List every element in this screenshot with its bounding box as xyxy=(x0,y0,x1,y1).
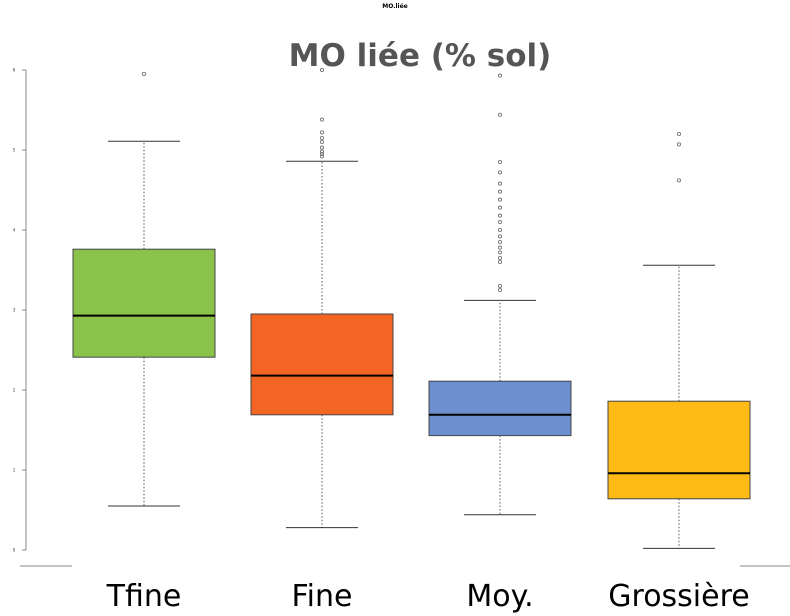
outlier-point xyxy=(497,283,503,289)
y-axis: 0 1 2 3 4 5 6 xyxy=(13,68,27,553)
outlier-point xyxy=(319,135,325,141)
chart-small-title: MO.liée xyxy=(382,3,407,10)
y-tick-label: 2 xyxy=(13,388,16,393)
outlier-point xyxy=(676,142,682,147)
outlier-point xyxy=(497,227,503,233)
category-label: Tfine xyxy=(106,579,182,614)
outlier-point xyxy=(497,239,503,245)
box-fine xyxy=(250,67,394,529)
outlier-point xyxy=(497,255,503,261)
outlier-point xyxy=(319,145,325,150)
y-tick-label: 3 xyxy=(13,308,16,313)
outlier-point xyxy=(319,139,325,145)
y-tick-label: 5 xyxy=(13,148,16,153)
category-label: Fine xyxy=(292,579,353,614)
category-label: Grossière xyxy=(608,579,749,614)
outlier-point xyxy=(497,245,503,250)
outlier-point xyxy=(497,287,503,293)
outlier-point xyxy=(319,117,325,122)
outlier-point xyxy=(497,112,503,117)
outlier-point xyxy=(497,219,503,225)
box-tfine xyxy=(72,71,216,507)
outlier-point xyxy=(497,73,503,78)
outlier-point xyxy=(497,170,503,175)
outlier-point xyxy=(141,71,147,77)
y-tick-label: 6 xyxy=(13,68,16,73)
box-grossi-re xyxy=(607,131,751,549)
chart-title: MO liée (% sol) xyxy=(289,38,552,74)
outlier-point xyxy=(497,159,503,165)
outlier-point xyxy=(676,178,682,183)
outlier-point xyxy=(497,259,503,265)
outlier-point xyxy=(497,250,503,255)
boxes xyxy=(72,67,751,549)
box-iqr xyxy=(72,248,216,358)
outlier-point xyxy=(497,189,503,194)
outlier-point xyxy=(319,154,325,159)
outlier-point xyxy=(319,130,325,135)
box-moy- xyxy=(428,73,572,516)
outlier-point xyxy=(319,151,325,157)
box-iqr xyxy=(607,400,751,500)
outlier-point xyxy=(497,197,503,202)
box-iqr xyxy=(428,380,572,437)
y-tick-label: 4 xyxy=(13,228,16,233)
outlier-point xyxy=(319,149,325,154)
outlier-point xyxy=(319,67,325,73)
outlier-point xyxy=(497,234,503,239)
outlier-point xyxy=(497,205,503,210)
y-tick-label: 1 xyxy=(13,468,16,473)
outlier-point xyxy=(497,213,503,218)
outlier-point xyxy=(497,181,503,186)
outlier-point xyxy=(676,131,682,137)
category-label: Moy. xyxy=(466,579,533,614)
box-iqr xyxy=(250,313,394,416)
y-tick-label: 0 xyxy=(13,548,16,553)
category-labels: Tfine Fine Moy. Grossière xyxy=(106,579,750,614)
